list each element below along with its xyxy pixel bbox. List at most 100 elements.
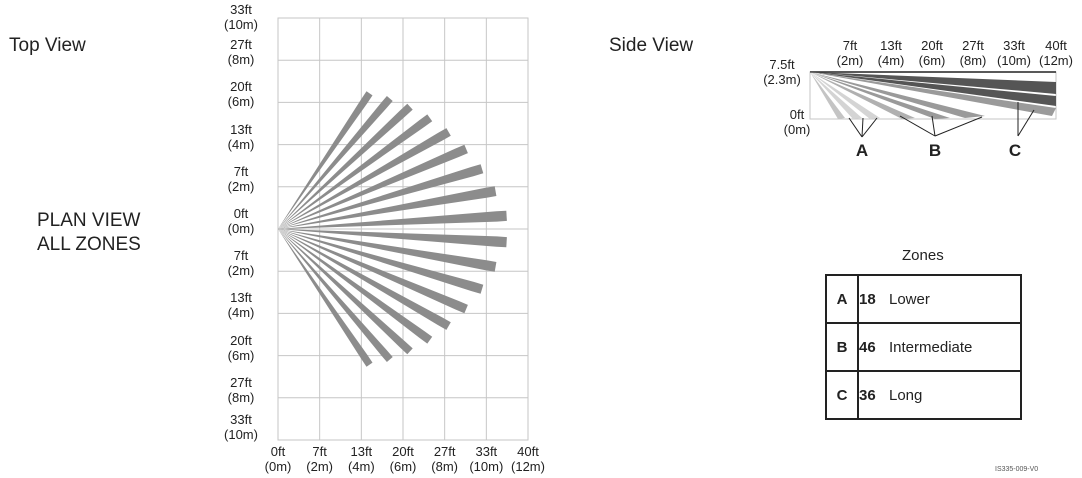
- detection-beam: [278, 229, 497, 272]
- distance-tick-label-line: (4m): [877, 53, 905, 68]
- y-tick-label: 27ft (8m): [219, 375, 263, 405]
- x-tick-label: 20ft (6m): [380, 444, 426, 474]
- x-tick-label-line: 40ft: [517, 444, 539, 459]
- zone-marker-b: B: [929, 141, 941, 160]
- y-tick-label-line: (8m): [227, 52, 255, 68]
- x-tick-label-line: 0ft: [270, 444, 286, 459]
- y-tick-label-line: (10m): [224, 17, 258, 32]
- side-view-title: Side View: [609, 35, 694, 56]
- long-beam: [810, 72, 1056, 94]
- y-tick-label-line: 7ft: [233, 248, 249, 264]
- detection-beam: [278, 229, 484, 294]
- x-tick-label-line: 27ft: [433, 444, 456, 459]
- lower-beam: [810, 72, 862, 119]
- distance-tick-label-line: 13ft: [880, 38, 902, 53]
- zone-count: 18: [859, 290, 876, 308]
- distance-tick-label: 13ft (4m): [868, 38, 914, 68]
- zone-name: Intermediate: [889, 338, 973, 356]
- y-tick-label-line: (8m): [227, 389, 255, 405]
- detection-beam: [278, 186, 497, 229]
- zones-table: A 18 Lower B 46 Intermediate C 36 Long: [825, 274, 1022, 420]
- detection-beam: [278, 229, 433, 344]
- height-tick-label-line: (0m): [783, 122, 811, 137]
- zone-leader-line: [1017, 109, 1035, 137]
- y-tick-label: 0ft (0m): [219, 206, 263, 236]
- distance-tick-label: 20ft (6m): [909, 38, 955, 68]
- y-tick-label-line: (6m): [227, 94, 255, 110]
- top-view-title: Top View: [9, 35, 86, 56]
- x-tick-label-line: (6m): [389, 459, 417, 474]
- distance-tick-label-line: (2m): [836, 53, 864, 68]
- x-tick-label: 0ft (0m): [255, 444, 301, 474]
- long-beam: [810, 72, 1056, 106]
- y-tick-label-line: 33ft: [230, 2, 252, 17]
- y-tick-label-line: (4m): [227, 305, 255, 321]
- detection-beam: [278, 229, 373, 367]
- distance-tick-label: 40ft (12m): [1033, 38, 1079, 68]
- zone-letter: B: [825, 322, 859, 372]
- zone-marker-a: A: [856, 141, 868, 160]
- y-tick-label-line: (10m): [224, 427, 258, 442]
- lower-beam: [810, 72, 845, 119]
- y-tick-label-line: (4m): [227, 136, 255, 152]
- y-tick-label-line: 13ft: [230, 121, 252, 137]
- distance-tick-label-line: 7ft: [842, 38, 858, 53]
- x-tick-label-line: (10m): [469, 459, 504, 474]
- x-tick-label-line: (8m): [431, 459, 459, 474]
- x-tick-label-line: (0m): [264, 459, 292, 474]
- x-tick-label-line: (4m): [347, 459, 375, 474]
- y-tick-label-line: 0ft: [233, 206, 249, 221]
- detection-beam: [278, 96, 393, 229]
- y-tick-label: 20ft (6m): [219, 79, 263, 109]
- y-tick-label-line: (6m): [227, 347, 255, 363]
- zone-description: 46 Intermediate: [857, 322, 1022, 372]
- distance-tick-label-line: (8m): [959, 53, 987, 68]
- y-tick-label-line: 20ft: [230, 79, 252, 95]
- height-tick-label-line: 7.5ft: [769, 57, 795, 72]
- y-tick-label-line: 13ft: [230, 290, 252, 306]
- y-tick-label-line: (2m): [227, 178, 255, 194]
- zone-description: 36 Long: [857, 370, 1022, 420]
- y-tick-label-line: 7ft: [233, 163, 249, 179]
- detection-beam: [278, 91, 373, 229]
- y-tick-label-line: (2m): [227, 263, 255, 279]
- detection-beam: [278, 229, 507, 248]
- intermediate-beam: [810, 72, 915, 119]
- plan-view-line-1: PLAN VIEW: [37, 210, 141, 231]
- distance-tick-label-line: (6m): [918, 53, 946, 68]
- distance-tick-label-line: 33ft: [1003, 38, 1025, 53]
- top-view-beams: [278, 91, 507, 367]
- x-tick-label-line: 13ft: [350, 444, 373, 459]
- zone-leader-line: [861, 117, 864, 138]
- x-tick-label: 7ft (2m): [297, 444, 343, 474]
- distance-tick-label: 7ft (2m): [827, 38, 873, 68]
- detection-beam: [278, 128, 451, 229]
- zone-name: Long: [889, 386, 923, 404]
- y-tick-label-line: (0m): [227, 221, 255, 236]
- lower-beam: [810, 72, 880, 119]
- x-tick-label: 27ft (8m): [422, 444, 468, 474]
- distance-tick-label-line: (12m): [1039, 53, 1073, 68]
- detection-beam: [278, 229, 413, 355]
- x-tick-label: 13ft (4m): [338, 444, 384, 474]
- plan-view-line-2: ALL ZONES: [37, 234, 141, 255]
- detection-beam: [278, 229, 393, 362]
- y-tick-label: 7ft (2m): [219, 164, 263, 194]
- detection-beam: [278, 144, 468, 229]
- height-tick-label: 0ft (0m): [777, 107, 817, 137]
- zone-row: B 46 Intermediate: [825, 322, 1022, 372]
- distance-tick-label-line: (10m): [997, 53, 1031, 68]
- distance-tick-label-line: 20ft: [921, 38, 943, 53]
- detection-beam: [278, 164, 484, 229]
- side-view-graphic: A B C: [809, 71, 1057, 160]
- detection-beam: [278, 229, 468, 314]
- detection-beam: [278, 229, 451, 330]
- zone-leader-line: [848, 117, 863, 138]
- long-beam: [810, 72, 1056, 116]
- y-tick-label: 13ft (4m): [219, 122, 263, 152]
- zone-row: A 18 Lower: [825, 274, 1022, 324]
- y-tick-label-line: 20ft: [230, 332, 252, 348]
- detection-beam: [278, 210, 507, 229]
- detection-beam: [278, 103, 413, 229]
